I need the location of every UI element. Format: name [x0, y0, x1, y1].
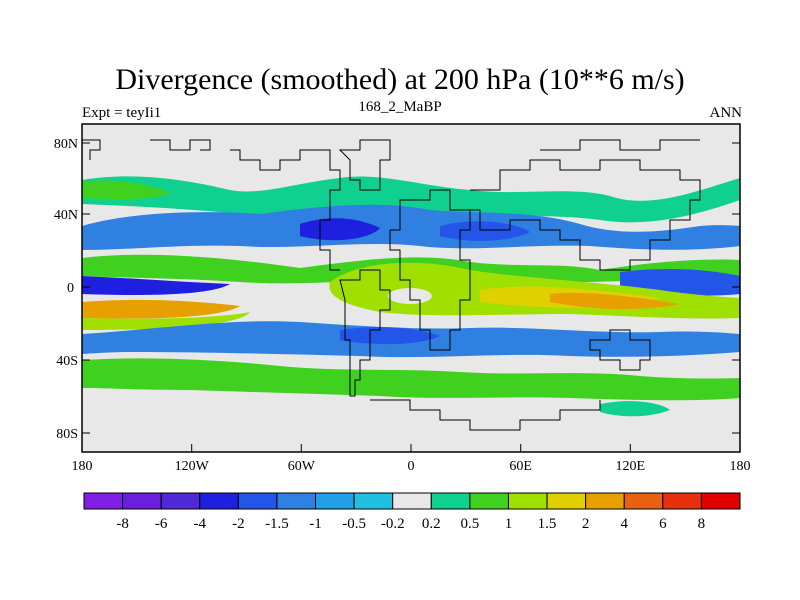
plot-title: Divergence (smoothed) at 200 hPa (10**6 … [115, 63, 685, 96]
lon-label-60e: 60E [509, 459, 532, 474]
colorbar-swatch-1 [122, 492, 162, 510]
divergence-band-north [82, 176, 740, 223]
lon-label-60w: 60W [288, 459, 316, 474]
colorbar-swatch-16 [700, 492, 741, 510]
colorbar-swatch-5 [276, 492, 317, 510]
colorbar-swatch-6 [315, 492, 355, 510]
alaska-outline [82, 139, 101, 160]
colorbar-swatch-2 [160, 492, 201, 510]
colorbar: -8 -6 -4 -2 -1.5 -1 -0.5 -0.2 0.2 0.5 1 1.5 2 4 6 8 [83, 492, 741, 532]
lat-label-80n: 80N [54, 137, 78, 152]
convergence-patch-north [440, 221, 530, 241]
map-panel [82, 124, 740, 452]
lon-label-0: 0 [408, 459, 415, 474]
coastline-outlines [82, 139, 701, 431]
convergence-band-north [82, 204, 740, 250]
convergence-band-equator [82, 276, 230, 295]
season-label: ANN [709, 105, 743, 121]
colorbar-label-12: 2 [582, 516, 590, 532]
colorbar-label-1: -6 [155, 516, 168, 532]
colorbar-label-15: 8 [698, 516, 706, 532]
divergence-band-southern-ocean [82, 358, 740, 401]
divergence-band-north-strong [82, 180, 170, 200]
lat-label-40n: 40N [54, 208, 78, 223]
lon-label-180w: 180 [72, 459, 93, 474]
colorbar-swatch-15 [662, 492, 702, 510]
colorbar-swatch-11 [507, 492, 548, 510]
colorbar-swatch-4 [237, 492, 278, 510]
colorbar-swatch-13 [585, 492, 625, 510]
divergence-band-south-west-outer [82, 312, 250, 330]
colorbar-swatch-14 [623, 492, 664, 510]
colorbar-label-4: -1.5 [265, 516, 289, 532]
divergence-band-south-west [82, 299, 240, 319]
colorbar-label-0: -8 [116, 516, 129, 532]
colorbar-label-13: 4 [620, 516, 628, 532]
longitude-ticks [81, 444, 741, 452]
south-america-outline [339, 269, 391, 397]
lat-label-40s: 40S [56, 354, 78, 369]
colorbar-label-5: -1 [309, 516, 322, 532]
greenland-outline [338, 139, 391, 191]
africa-outline [389, 189, 471, 351]
experiment-label: Expt = teyIi1 [82, 105, 162, 121]
lon-label-120w: 120W [175, 459, 210, 474]
colorbar-swatch-0 [83, 492, 124, 510]
lon-label-120e: 120E [616, 459, 646, 474]
colorbar-swatch-9 [430, 492, 471, 510]
north-america-outline [230, 149, 341, 271]
lat-label-eq: 0 [67, 281, 74, 296]
colorbar-swatch-12 [546, 492, 587, 510]
colorbar-label-9: 0.5 [461, 516, 480, 532]
colorbar-label-11: 1.5 [538, 516, 557, 532]
arctic-islands-outline [150, 139, 211, 151]
latitude-ticks [82, 142, 740, 434]
lon-label-180e: 180 [730, 459, 751, 474]
divergence-patch-south-atlantic [600, 401, 670, 417]
colorbar-swatch-8 [392, 492, 432, 510]
convergence-core-south [340, 327, 440, 345]
antarctica-outline [370, 399, 601, 431]
colorbar-label-6: -0.5 [342, 516, 366, 532]
colorbar-label-10: 1 [505, 516, 513, 532]
colorbar-swatch-10 [469, 492, 509, 510]
colorbar-label-3: -2 [232, 516, 245, 532]
colorbar-label-2: -4 [194, 516, 207, 532]
colorbar-label-14: 6 [659, 516, 667, 532]
colorbar-swatch-3 [199, 492, 239, 510]
case-label: 168_2_MaBP [358, 99, 442, 115]
lat-label-80s: 80S [56, 427, 78, 442]
colorbar-label-7: -0.2 [381, 516, 405, 532]
eurasia-outline [470, 159, 701, 271]
siberia-coast-outline [540, 139, 700, 151]
colorbar-swatch-7 [353, 492, 394, 510]
colorbar-label-8: 0.2 [422, 516, 441, 532]
divergence-peak [550, 292, 680, 310]
australia-outline [589, 329, 651, 371]
